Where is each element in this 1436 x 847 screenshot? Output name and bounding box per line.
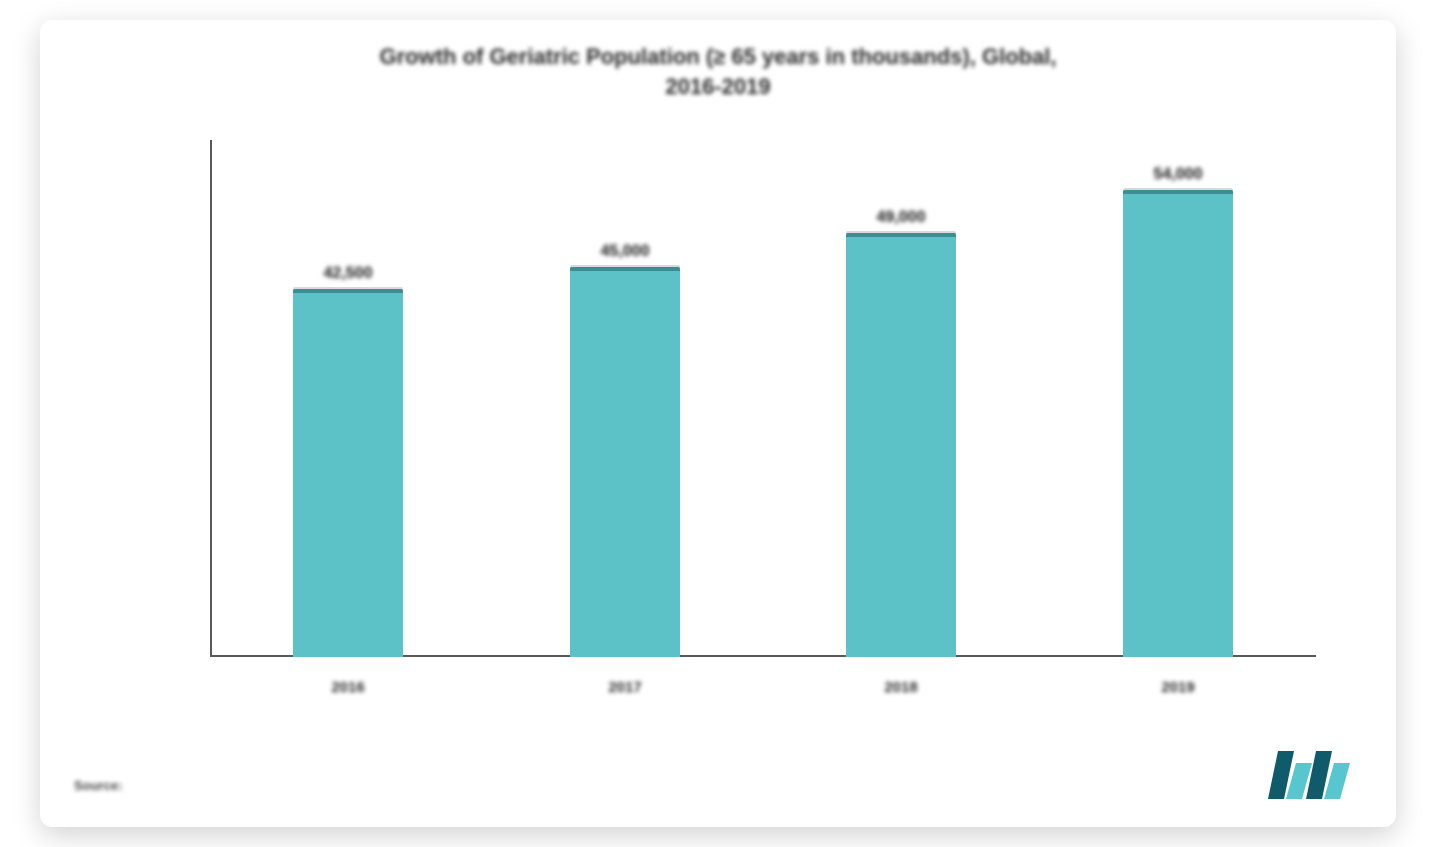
bar-value-label: 54,000 bbox=[1154, 166, 1203, 184]
plot-area: 42,500201645,000201749,000201854,0002019 bbox=[210, 140, 1316, 657]
bar: 49,000 bbox=[846, 235, 956, 657]
brand-logo-icon bbox=[1266, 747, 1354, 799]
bar-value-label: 49,000 bbox=[877, 209, 926, 227]
category-label: 2016 bbox=[331, 679, 364, 696]
bar: 45,000 bbox=[570, 269, 680, 657]
chart-card: Growth of Geriatric Population (≥ 65 yea… bbox=[40, 20, 1396, 827]
chart-title-line1: Growth of Geriatric Population (≥ 65 yea… bbox=[40, 42, 1396, 72]
bar: 54,000 bbox=[1123, 192, 1233, 657]
category-label: 2019 bbox=[1161, 679, 1194, 696]
chart-title-line2: 2016-2019 bbox=[40, 72, 1396, 102]
y-axis bbox=[210, 140, 212, 657]
category-label: 2017 bbox=[608, 679, 641, 696]
source-label: Source: bbox=[74, 778, 122, 793]
bar-value-label: 45,000 bbox=[601, 243, 650, 261]
bar-value-label: 42,500 bbox=[324, 265, 373, 283]
chart-title: Growth of Geriatric Population (≥ 65 yea… bbox=[40, 42, 1396, 101]
category-label: 2018 bbox=[884, 679, 917, 696]
bar: 42,500 bbox=[293, 291, 403, 657]
